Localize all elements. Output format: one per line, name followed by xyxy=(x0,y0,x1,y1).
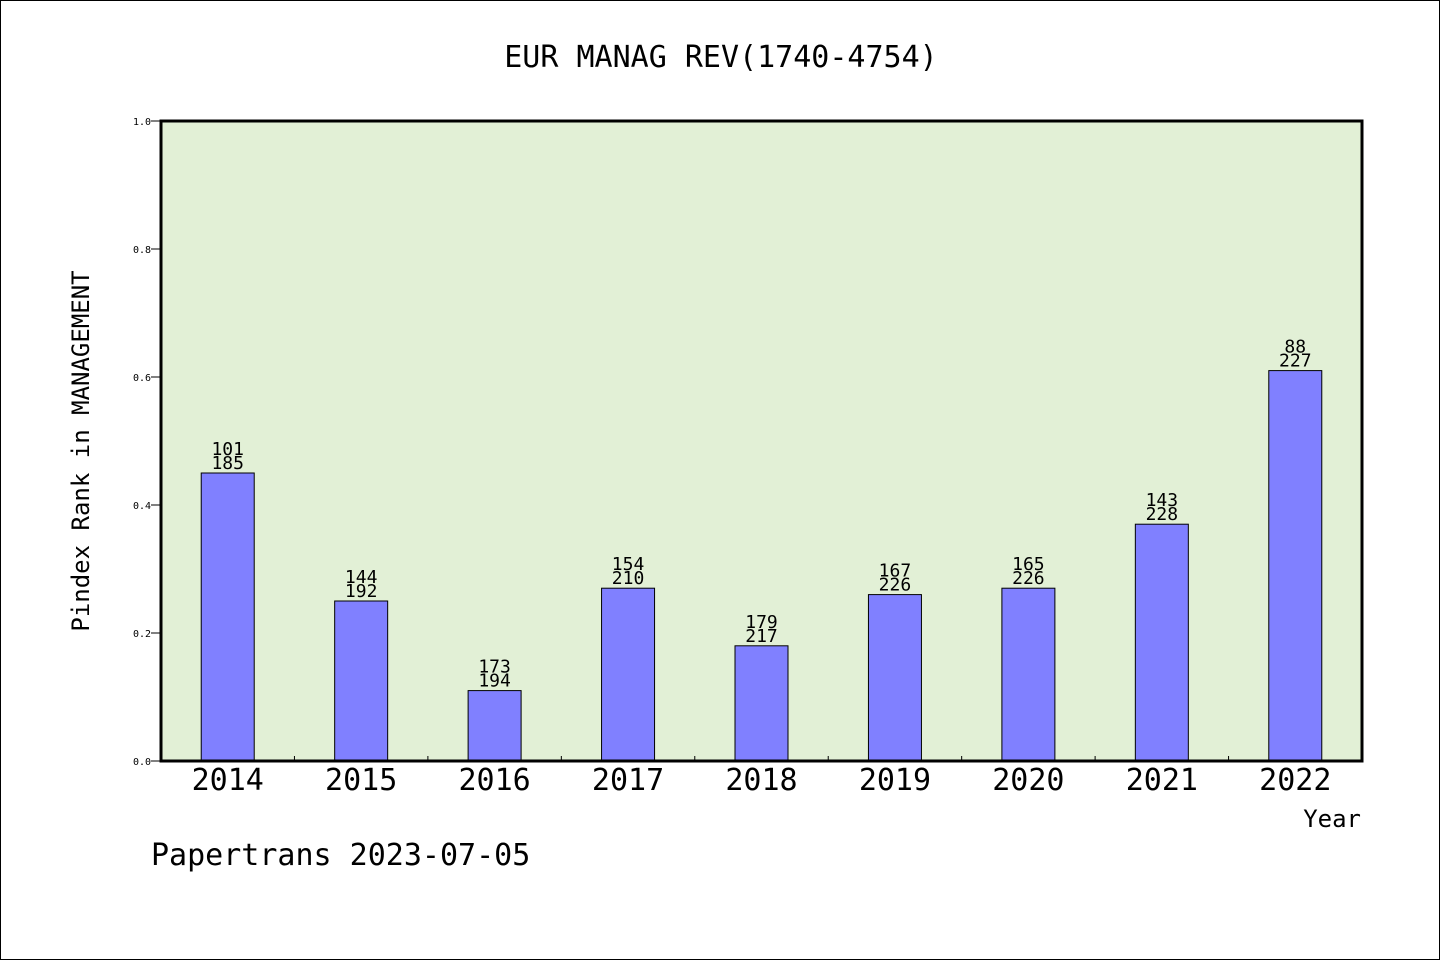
bar-total-label-2017: 210 xyxy=(612,568,645,589)
bar-rank-label-2015: 144 xyxy=(345,567,378,588)
bar-total-label-2014: 185 xyxy=(211,453,244,474)
bar-total-label-2020: 226 xyxy=(1012,568,1045,589)
y-tick-label: 0.6 xyxy=(133,373,151,384)
bar-2019 xyxy=(867,594,922,762)
y-tick-label: 1.0 xyxy=(133,117,151,128)
bar-rank-label-2014: 101 xyxy=(211,439,244,460)
chart-title: EUR MANAG REV(1740-4754) xyxy=(504,40,937,75)
bar-2014 xyxy=(200,472,255,762)
bar-2021 xyxy=(1134,523,1189,762)
y-tick-label: 0.2 xyxy=(133,629,151,640)
plot-border xyxy=(159,119,1364,763)
bar-rank-label-2020: 165 xyxy=(1012,554,1045,575)
bar-2022 xyxy=(1268,370,1323,762)
y-axis-label: Pindex Rank in MANAGEMENT xyxy=(67,270,95,631)
data-labels-group: 1011851441921731941542101792171672261652… xyxy=(211,337,1311,692)
x-tick-label-2020: 2020 xyxy=(992,763,1064,798)
bar-total-label-2018: 217 xyxy=(745,626,778,647)
x-tick-label-2022: 2022 xyxy=(1259,763,1331,798)
bar-2020 xyxy=(1001,587,1056,762)
bar-total-label-2021: 228 xyxy=(1146,504,1179,525)
footer-text: Papertrans 2023-07-05 xyxy=(151,838,530,873)
bars-group xyxy=(200,370,1323,762)
x-tick-label-2014: 2014 xyxy=(192,763,264,798)
bar-2015 xyxy=(334,600,389,762)
x-tick-label-2021: 2021 xyxy=(1126,763,1198,798)
x-tick-label-2017: 2017 xyxy=(592,763,664,798)
bar-2017 xyxy=(601,587,656,762)
y-tick-label: 0.4 xyxy=(133,501,151,512)
bar-rank-label-2017: 154 xyxy=(612,554,645,575)
bar-2018 xyxy=(734,645,789,762)
bar-rank-label-2022: 88 xyxy=(1284,337,1306,358)
y-tick-label: 0.0 xyxy=(133,757,151,768)
x-tick-label-2016: 2016 xyxy=(458,763,530,798)
bar-rank-label-2016: 173 xyxy=(478,657,511,678)
ticks-group: 2014 2015 2016 2017 2018 2019 2020 2021 2022 0.0 0… xyxy=(133,117,1331,798)
bar-rank-label-2019: 167 xyxy=(879,561,912,582)
bar-total-label-2015: 192 xyxy=(345,581,378,602)
bar-rank-label-2018: 179 xyxy=(745,612,778,633)
x-axis-label: Year xyxy=(1303,805,1361,833)
y-tick-label: 0.8 xyxy=(133,245,151,256)
bar-total-label-2019: 226 xyxy=(879,575,912,596)
x-tick-label-2018: 2018 xyxy=(725,763,797,798)
bar-rank-label-2021: 143 xyxy=(1146,490,1179,511)
bar-2016 xyxy=(467,690,522,762)
bar-total-label-2016: 194 xyxy=(478,671,511,692)
x-tick-label-2019: 2019 xyxy=(859,763,931,798)
x-tick-label-2015: 2015 xyxy=(325,763,397,798)
bar-total-label-2022: 227 xyxy=(1279,351,1312,372)
